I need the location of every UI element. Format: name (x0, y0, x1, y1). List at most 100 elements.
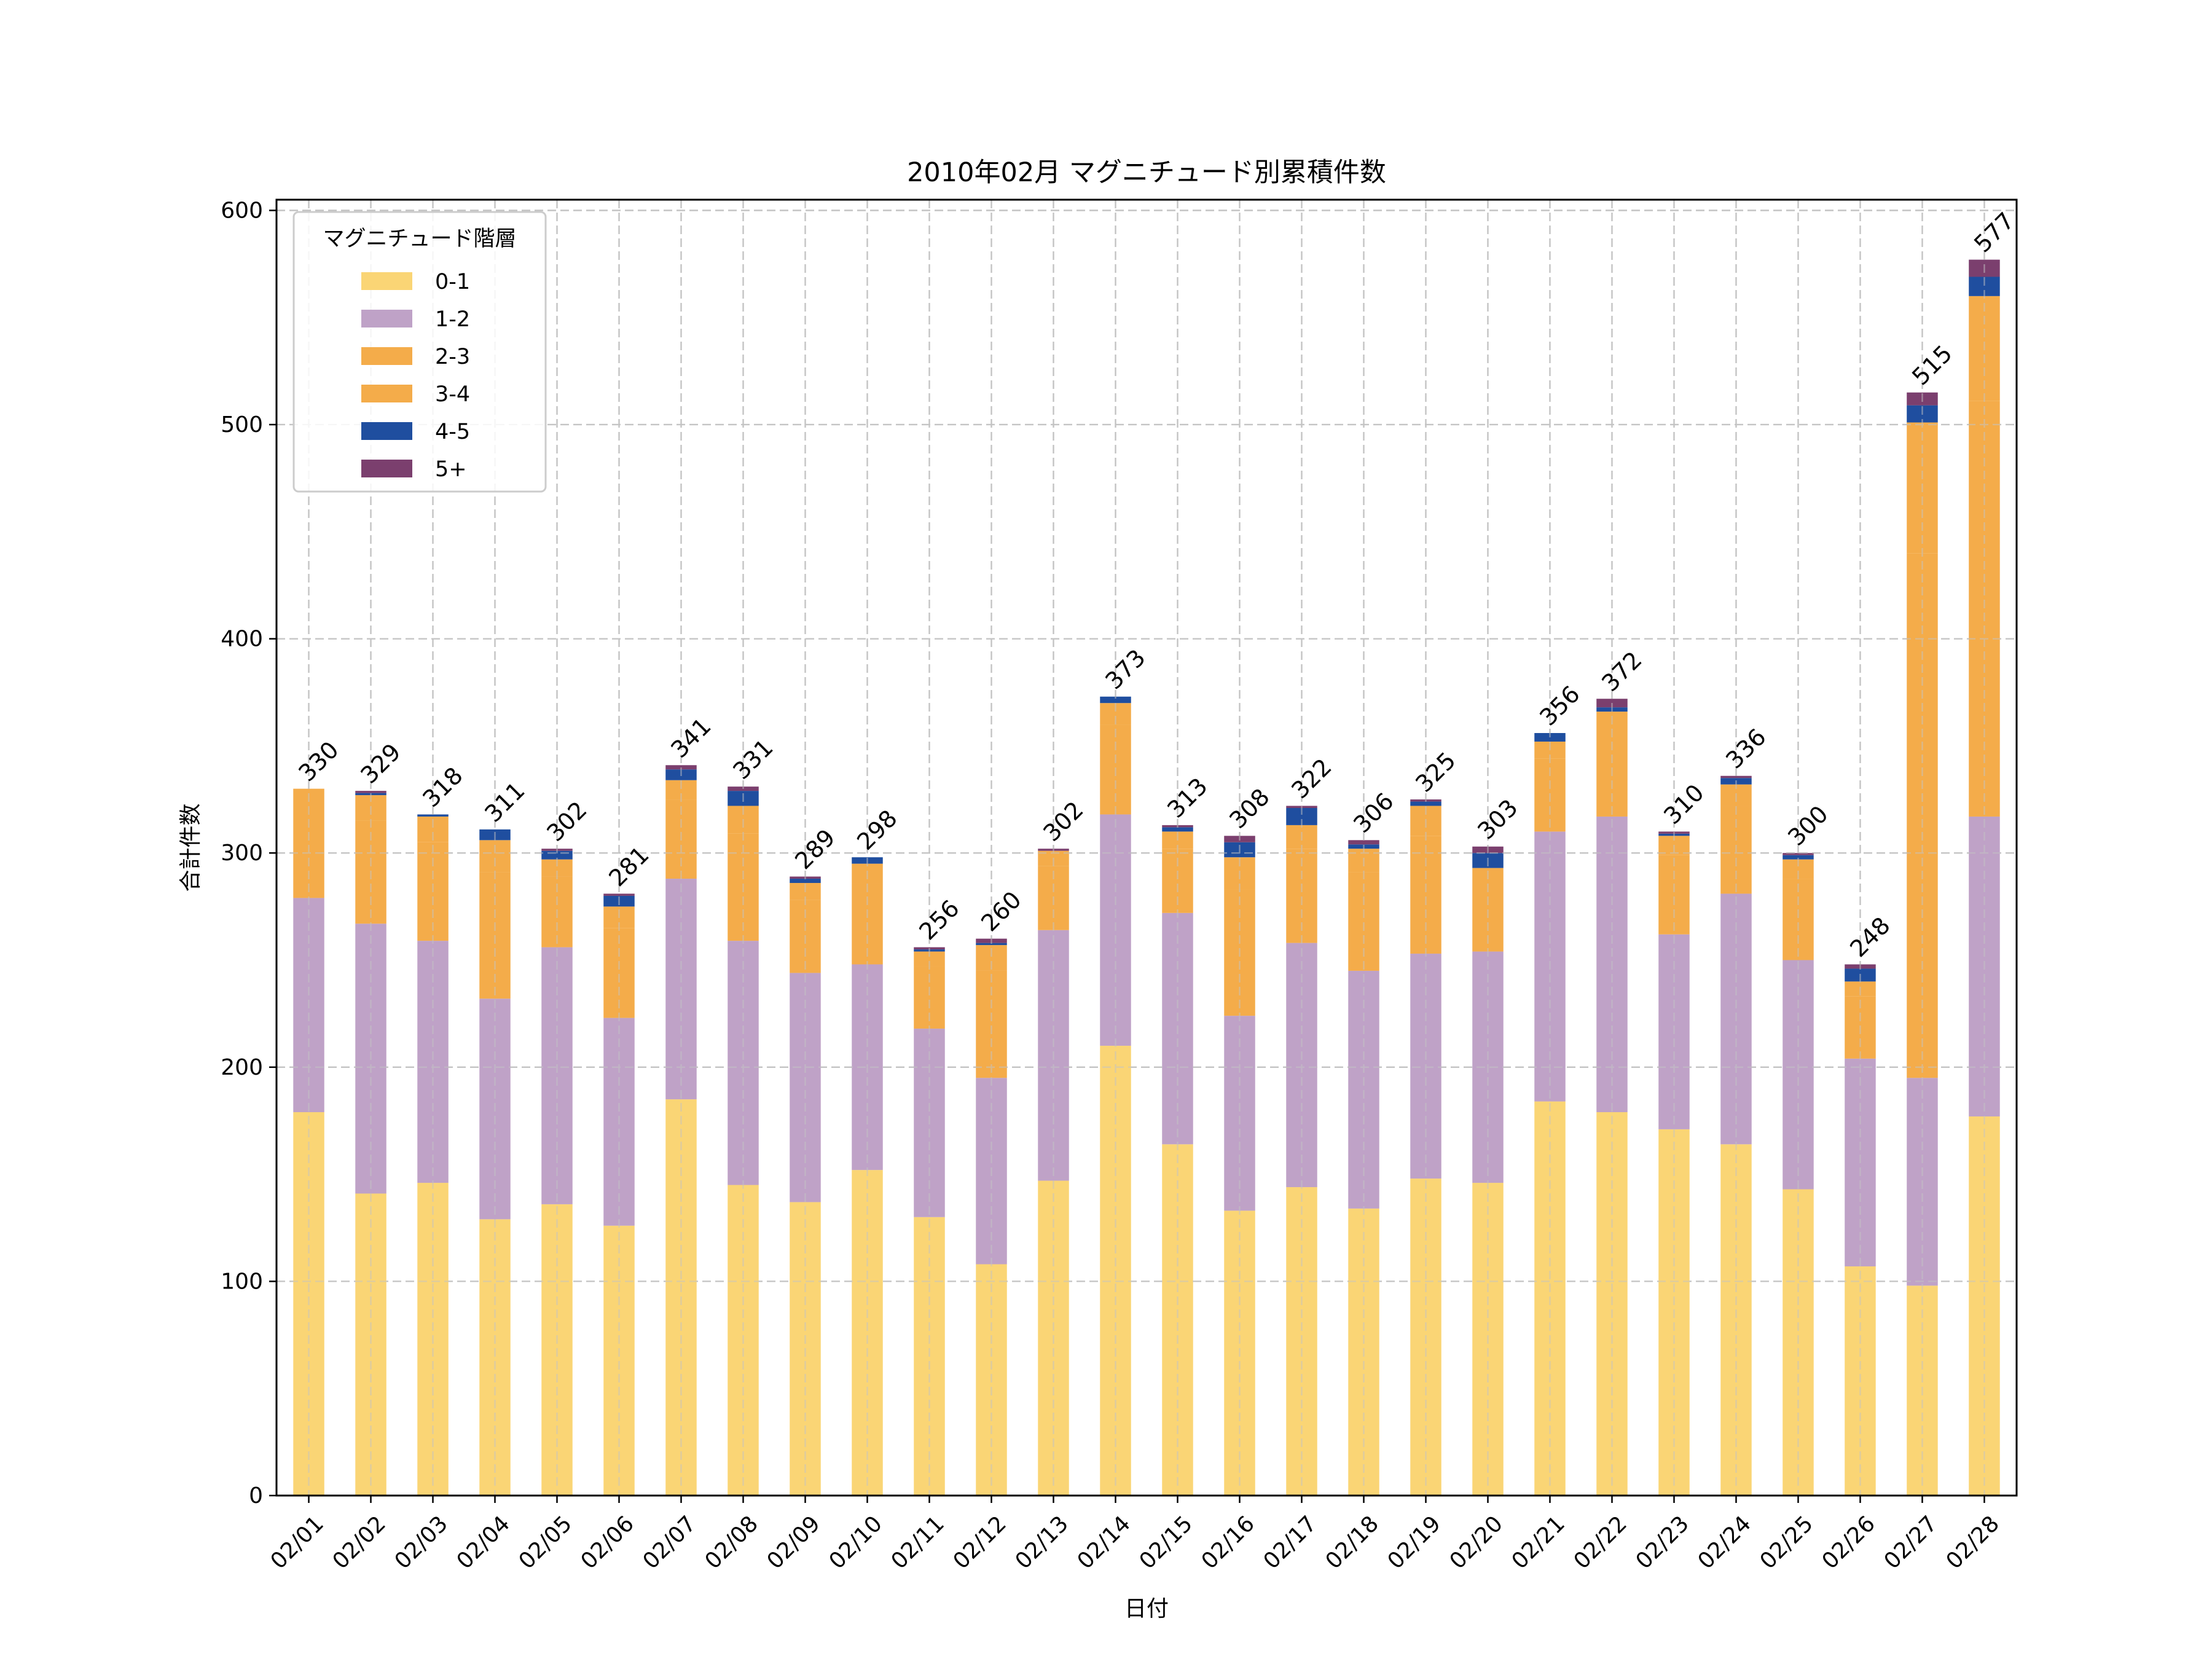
x-tick-label: 02/17 (1259, 1511, 1322, 1574)
legend-label: 3-4 (435, 382, 470, 407)
legend-swatch-1-2 (361, 310, 412, 327)
total-label: 336 (1720, 723, 1771, 774)
bar-segment-0-1 (603, 1225, 635, 1496)
x-tick-label: 02/28 (1942, 1511, 2004, 1574)
legend-swatch-0-1 (361, 272, 412, 290)
total-label: 289 (790, 824, 840, 874)
x-tick-label: 02/23 (1631, 1511, 1694, 1574)
bar-segment-2-3 (1658, 855, 1690, 935)
total-label: 260 (976, 886, 1026, 936)
y-tick-label: 600 (221, 198, 263, 223)
x-tick-label: 02/04 (452, 1511, 515, 1574)
total-label: 330 (293, 736, 343, 786)
bar-segment-5+ (1720, 775, 1752, 779)
y-tick-label: 100 (221, 1269, 263, 1294)
total-label: 302 (541, 796, 592, 847)
bar-segment-0-1 (1720, 1144, 1752, 1496)
x-tick-label: 02/21 (1507, 1511, 1570, 1574)
grid-overlay (276, 200, 2017, 1497)
legend-box (292, 211, 547, 493)
total-label: 308 (1224, 783, 1274, 834)
bar-segment-4-5 (1783, 855, 1814, 860)
x-tick-label: 02/12 (949, 1511, 1011, 1574)
total-label: 356 (1534, 680, 1585, 731)
x-tick-label: 02/20 (1445, 1511, 1508, 1574)
chart-title: 2010年02月 マグニチュード別累積件数 (907, 157, 1386, 188)
bars (276, 200, 2017, 1497)
x-tick-label: 02/27 (1880, 1511, 1942, 1574)
total-label: 248 (1845, 912, 1895, 962)
bar-segment-5+ (355, 791, 386, 793)
x-tick-label: 02/10 (825, 1511, 887, 1574)
y-tick-label: 200 (221, 1055, 263, 1080)
bar-segment-4-5 (417, 814, 449, 817)
total-label: 313 (1162, 772, 1212, 823)
total-label: 311 (479, 777, 530, 827)
total-label: 306 (1348, 788, 1398, 838)
bar-segment-5+ (665, 765, 697, 770)
legend-label: 2-3 (435, 345, 470, 369)
legend-label: 4-5 (435, 420, 470, 444)
bar-segment-2-3 (1410, 836, 1441, 954)
bar-segment-1-2 (541, 947, 573, 1204)
x-tick-label: 02/07 (638, 1511, 701, 1574)
x-axis-ticks: 02/0102/0202/0302/0402/0502/0602/0702/08… (266, 1496, 2004, 1574)
bar-segment-5+ (1348, 840, 1379, 845)
legend-swatch-4-5 (361, 422, 412, 440)
total-label: 515 (1907, 340, 1957, 390)
total-label: 256 (914, 895, 964, 945)
total-label: 373 (1100, 644, 1150, 694)
total-label: 322 (1286, 753, 1336, 804)
total-label: 281 (603, 841, 654, 892)
x-tick-label: 02/06 (576, 1511, 639, 1574)
x-tick-label: 02/05 (514, 1511, 577, 1574)
total-label: 329 (355, 739, 406, 789)
legend-label: 1-2 (435, 307, 470, 332)
y-axis-title: 合計件数 (178, 803, 203, 892)
x-tick-label: 02/13 (1011, 1511, 1073, 1574)
total-label: 298 (852, 805, 902, 855)
x-tick-label: 02/09 (763, 1511, 825, 1574)
total-label: 341 (665, 713, 716, 763)
x-tick-label: 02/08 (700, 1511, 763, 1574)
x-tick-label: 02/18 (1321, 1511, 1384, 1574)
x-tick-label: 02/15 (1135, 1511, 1198, 1574)
bar-segment-4-5 (1410, 801, 1441, 806)
y-tick-label: 500 (221, 412, 263, 437)
bar-segment-1-2 (1224, 1016, 1255, 1211)
total-label: 372 (1596, 646, 1647, 697)
bar-segment-0-1 (1162, 1144, 1193, 1496)
bar-segment-4-5 (976, 943, 1007, 946)
legend-label: 0-1 (435, 270, 470, 294)
total-label: 302 (1038, 796, 1088, 847)
bar-segment-5+ (1783, 853, 1814, 855)
bar-segment-4-5 (790, 879, 821, 884)
x-tick-label: 02/26 (1818, 1511, 1880, 1574)
total-label: 310 (1658, 779, 1709, 830)
y-tick-label: 400 (221, 627, 263, 652)
x-tick-label: 02/22 (1569, 1511, 1632, 1574)
bar-segment-4-5 (1162, 827, 1193, 832)
legend-title: マグニチュード階層 (323, 227, 516, 251)
x-tick-label: 02/19 (1383, 1511, 1446, 1574)
legend: マグニチュード階層 0-1 1-2 2-3 3-4 4-5 5+ (292, 211, 547, 493)
total-label: 318 (417, 762, 468, 812)
x-tick-label: 02/03 (390, 1511, 453, 1574)
total-label: 303 (1472, 794, 1523, 844)
legend-label: 5+ (435, 457, 467, 482)
x-tick-label: 02/02 (328, 1511, 391, 1574)
total-label: 331 (728, 734, 778, 785)
bar-segment-1-2 (1783, 960, 1814, 1190)
total-label: 577 (1969, 207, 2019, 257)
legend-swatch-2-3 (361, 347, 412, 365)
legend-swatch-3-4 (361, 385, 412, 402)
x-tick-label: 02/16 (1197, 1511, 1260, 1574)
y-tick-label: 300 (221, 841, 263, 866)
x-tick-label: 02/24 (1693, 1511, 1756, 1574)
bar-segment-1-2 (790, 973, 821, 1202)
total-label: 300 (1783, 801, 1833, 851)
bar-segment-4-5 (1100, 696, 1131, 704)
y-tick-label: 0 (249, 1483, 263, 1508)
plot-area-frame (275, 198, 2018, 1497)
